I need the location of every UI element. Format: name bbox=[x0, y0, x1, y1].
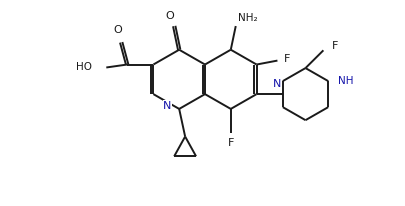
Text: F: F bbox=[228, 138, 234, 149]
Text: O: O bbox=[166, 11, 175, 21]
Text: F: F bbox=[284, 54, 290, 64]
Text: F: F bbox=[332, 41, 339, 51]
Text: NH₂: NH₂ bbox=[238, 13, 258, 23]
Text: HO: HO bbox=[77, 62, 92, 73]
Text: N: N bbox=[273, 79, 281, 89]
Text: N: N bbox=[163, 101, 171, 111]
Text: O: O bbox=[114, 26, 123, 35]
Text: NH: NH bbox=[338, 76, 354, 86]
